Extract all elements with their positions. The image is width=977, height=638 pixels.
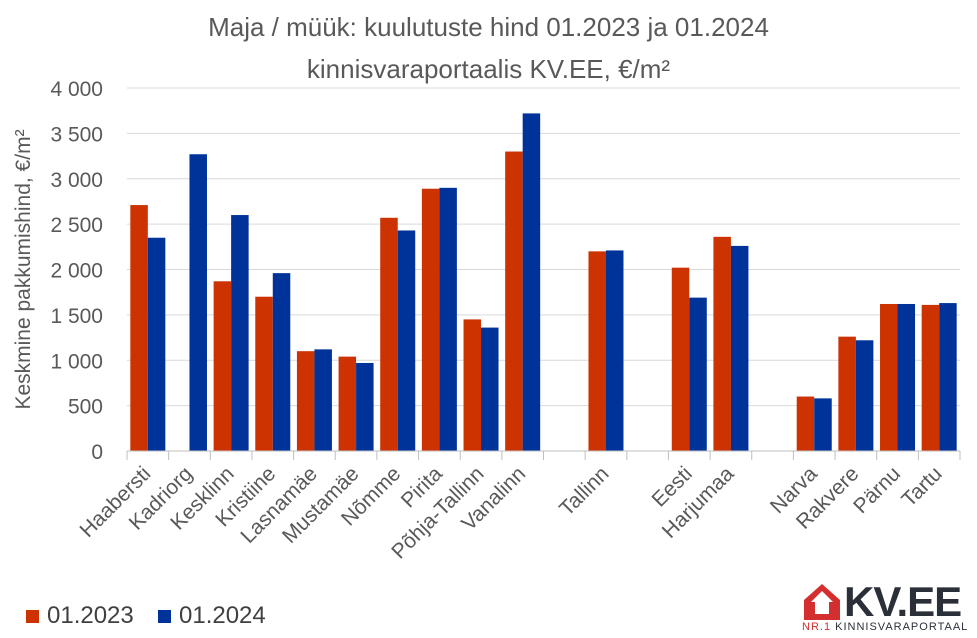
bar-tartu-01.2024: [939, 303, 957, 451]
x-tick-label: Pärnu: [849, 462, 905, 518]
bar-tallinn-01.2024: [605, 250, 624, 451]
bar-narva-01.2023: [796, 396, 815, 451]
legend-label-2024: 01.2024: [179, 602, 266, 629]
logo-tagline: NR.1 KINNISVARAPORTAAL: [802, 621, 968, 633]
logo-tagline-text: KINNISVARAPORTAAL: [835, 621, 969, 633]
legend-item-2023: 01.2023: [26, 602, 134, 630]
legend-swatch-2024: [158, 609, 171, 623]
bar-haabersti-01.2024: [147, 237, 166, 451]
y-tick-label: 3 500: [50, 123, 103, 146]
bar-harjumaa-01.2024: [730, 245, 749, 451]
bar-lasnamäe-01.2024: [314, 349, 332, 451]
bar-nõmme-01.2023: [380, 217, 398, 451]
bar-vanalinn-01.2023: [505, 151, 523, 451]
y-tick-label: 2 500: [50, 214, 103, 237]
bar-pärnu-01.2024: [897, 303, 916, 451]
bar-põhja-tallinn-01.2024: [481, 327, 499, 451]
legend-label-2023: 01.2023: [47, 602, 134, 629]
chart-title-line1: Maja / müük: kuulutuste hind 01.2023 ja …: [208, 12, 769, 42]
bar-pirita-01.2023: [421, 188, 440, 452]
bar-kesklinn-01.2024: [231, 215, 249, 451]
y-tick-label: 2 000: [50, 260, 103, 283]
bar-rakvere-01.2024: [855, 340, 874, 451]
bar-põhja-tallinn-01.2023: [463, 319, 482, 451]
logo-tagline-prefix: NR.1: [802, 621, 832, 633]
y-tick-label: 4 000: [50, 78, 103, 101]
bar-nõmme-01.2024: [397, 230, 416, 451]
bar-kristiine-01.2024: [272, 273, 291, 451]
y-tick-label: 500: [68, 396, 103, 419]
house-arrow-icon: [804, 584, 840, 620]
y-axis-label: Keskmine pakkumishind, €/m²: [12, 129, 35, 409]
bar-tallinn-01.2023: [588, 251, 606, 451]
legend-item-2024: 01.2024: [158, 602, 266, 630]
bar-pärnu-01.2023: [880, 303, 898, 451]
y-tick-label: 3 000: [50, 169, 103, 192]
bar-haabersti-01.2023: [130, 205, 148, 451]
bar-chart: 0 500 1 000 1 500 2 000 2 500 3 000 3 500 4 000 K…: [12, 78, 961, 564]
bar-harjumaa-01.2023: [713, 236, 731, 451]
bar-kadriorg-01.2024: [189, 154, 207, 451]
bar-narva-01.2024: [814, 398, 832, 451]
bar-pirita-01.2024: [439, 187, 457, 451]
logo-wordmark: KV.EE: [844, 578, 962, 625]
bar-vanalinn-01.2024: [522, 113, 541, 451]
bar-lasnamäe-01.2023: [296, 351, 315, 451]
bar-kristiine-01.2023: [255, 296, 273, 451]
bar-tartu-01.2023: [921, 304, 940, 451]
x-tick-label: Tallinn: [555, 462, 613, 520]
bar-rakvere-01.2023: [838, 336, 856, 451]
legend-swatch-2023: [26, 609, 39, 623]
bar-eesti-01.2024: [689, 297, 707, 451]
x-tick-label: Tartu: [897, 462, 946, 511]
y-tick-label: 0: [91, 441, 103, 464]
y-tick-label: 1 500: [50, 305, 103, 328]
bar-mustamäe-01.2024: [356, 362, 374, 451]
bar-kesklinn-01.2023: [213, 281, 232, 451]
kvee-logo: KV.EE NR.1 KINNISVARAPORTAAL: [800, 578, 976, 638]
y-tick-label: 1 000: [50, 350, 103, 373]
bar-mustamäe-01.2023: [338, 356, 357, 451]
bar-eesti-01.2023: [671, 267, 690, 451]
chart-title-line2: kinnisvaraportaalis KV.EE, €/m²: [306, 54, 671, 84]
